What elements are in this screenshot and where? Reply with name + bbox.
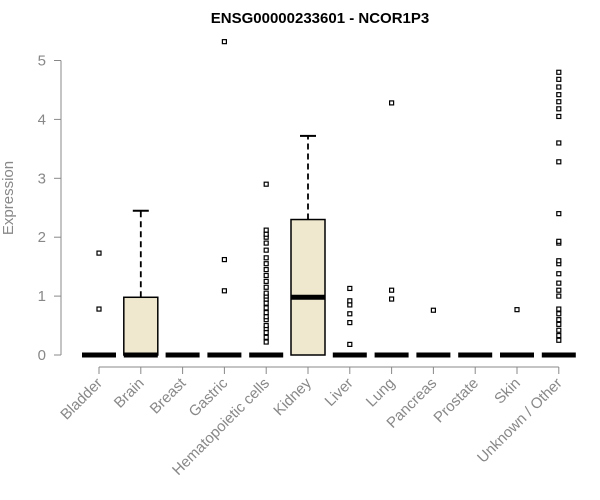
outlier-point bbox=[263, 181, 269, 187]
outlier-point bbox=[556, 84, 562, 90]
outlier-point bbox=[556, 317, 562, 323]
outlier-point bbox=[221, 39, 227, 45]
chart-title: ENSG00000233601 - NCOR1P3 bbox=[211, 10, 429, 27]
y-tick-label: 3 bbox=[38, 170, 46, 187]
y-tick-label: 1 bbox=[38, 288, 46, 305]
y-tick-label: 2 bbox=[38, 229, 46, 246]
outlier-point bbox=[263, 290, 269, 296]
outlier-point bbox=[556, 106, 562, 112]
outlier-point bbox=[263, 305, 269, 311]
y-tick-label: 5 bbox=[38, 53, 46, 70]
y-axis: 0 1 2 3 4 5 bbox=[38, 53, 62, 364]
outlier-point bbox=[556, 238, 562, 244]
x-tick-label: Skin bbox=[491, 375, 524, 408]
outlier-point bbox=[556, 293, 562, 299]
outlier-point bbox=[556, 271, 562, 277]
box-body bbox=[290, 218, 326, 356]
outlier-point bbox=[263, 339, 269, 345]
outlier-point bbox=[556, 113, 562, 120]
y-axis-label: Expression bbox=[0, 161, 17, 235]
outlier-point bbox=[556, 332, 562, 339]
outlier-point bbox=[347, 285, 353, 292]
outlier-point bbox=[96, 250, 102, 256]
outlier-point bbox=[263, 284, 269, 290]
box-liver bbox=[332, 285, 367, 358]
box-hematopoietic-cells bbox=[249, 181, 284, 358]
outlier-point bbox=[263, 266, 269, 273]
outlier-point bbox=[263, 261, 269, 267]
outlier-point bbox=[347, 298, 353, 304]
outlier-point bbox=[347, 341, 353, 347]
outlier-point bbox=[514, 307, 520, 313]
outlier-point bbox=[389, 296, 395, 302]
x-tick-label: Brain bbox=[111, 375, 148, 412]
outlier-point bbox=[389, 287, 395, 293]
outlier-point bbox=[263, 227, 269, 233]
box-skin bbox=[500, 307, 534, 358]
box-pancreas bbox=[416, 307, 451, 358]
outlier-point bbox=[556, 280, 562, 286]
outlier-point bbox=[430, 307, 436, 313]
x-tick-label: Bladder bbox=[57, 375, 106, 424]
outlier-point bbox=[263, 240, 269, 246]
box-unknown-other bbox=[541, 69, 576, 358]
outlier-point bbox=[556, 140, 562, 146]
outlier-point bbox=[556, 306, 562, 312]
outlier-point bbox=[263, 247, 269, 253]
x-tick-label: Lung bbox=[363, 375, 399, 411]
outlier-point bbox=[556, 159, 562, 165]
outlier-point bbox=[263, 231, 269, 237]
x-tick-label: Liver bbox=[322, 375, 357, 410]
outlier-point bbox=[556, 258, 562, 264]
outlier-point bbox=[221, 256, 227, 263]
x-tick-label: Kidney bbox=[270, 374, 315, 419]
outlier-point bbox=[347, 302, 353, 308]
box-brain bbox=[123, 209, 159, 358]
box-lung bbox=[374, 100, 409, 358]
outlier-point bbox=[221, 288, 227, 294]
outlier-point bbox=[556, 337, 562, 343]
outlier-point bbox=[556, 211, 562, 217]
box-kidney bbox=[290, 134, 326, 356]
y-tick-label: 4 bbox=[38, 111, 46, 128]
x-tick-label: Breast bbox=[147, 374, 190, 417]
outlier-point bbox=[556, 99, 562, 105]
outlier-point bbox=[263, 334, 269, 340]
box-bladder bbox=[82, 250, 116, 358]
outlier-point bbox=[263, 272, 269, 279]
boxes bbox=[82, 39, 576, 358]
box-gastric bbox=[207, 39, 242, 358]
outlier-point bbox=[263, 322, 269, 329]
outlier-point bbox=[347, 311, 353, 317]
outlier-point bbox=[263, 330, 269, 336]
outlier-point bbox=[263, 314, 269, 320]
outlier-point bbox=[556, 321, 562, 327]
outlier-point bbox=[556, 311, 562, 317]
outlier-point bbox=[347, 320, 353, 326]
outlier-point bbox=[556, 69, 562, 75]
outlier-point bbox=[389, 100, 395, 106]
outlier-point bbox=[556, 287, 562, 293]
outlier-point bbox=[96, 306, 102, 312]
x-tick-label: Prostate bbox=[430, 375, 482, 427]
y-tick-label: 0 bbox=[38, 347, 46, 364]
outlier-point bbox=[263, 278, 269, 284]
outlier-point bbox=[263, 300, 269, 306]
box-body bbox=[123, 296, 159, 356]
outlier-point bbox=[263, 255, 269, 261]
outlier-point bbox=[556, 92, 562, 98]
outlier-point bbox=[556, 76, 562, 82]
outlier-point bbox=[556, 327, 562, 333]
outlier-point bbox=[263, 309, 269, 316]
